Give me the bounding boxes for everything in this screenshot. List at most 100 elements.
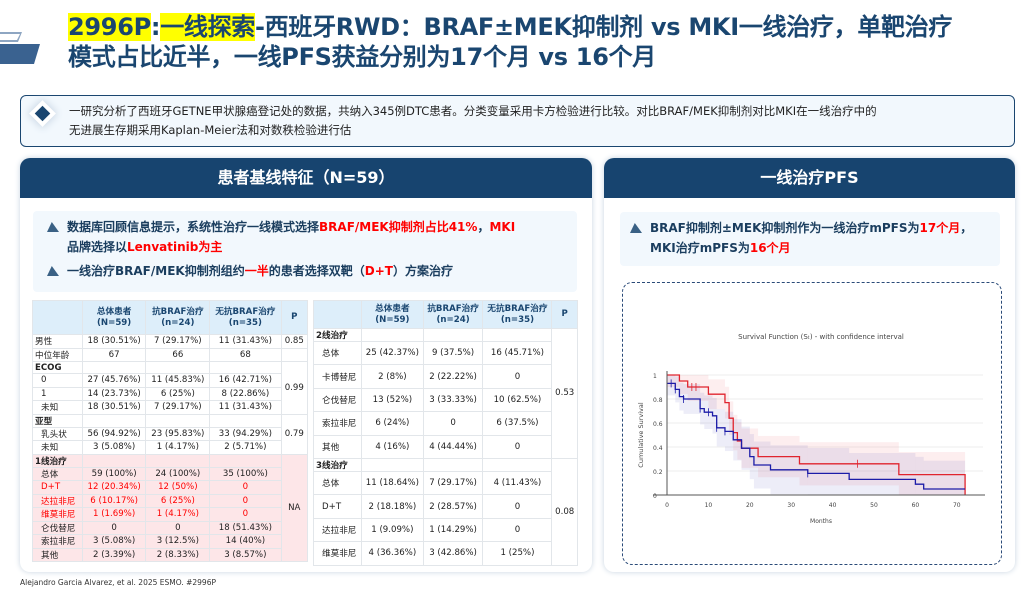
table-cell: 0 bbox=[32, 373, 83, 388]
table-cell: ECOG bbox=[32, 361, 83, 374]
bullet-text: 数据库回顾信息提示，系统性治疗一线模式选择BRAF/MEK抑制剂占比41%，MK… bbox=[67, 220, 516, 254]
bullet-text: BRAF抑制剂±MEK抑制剂作为一线治疗mPFS为17个月， MKI治疗mPFS为… bbox=[650, 221, 973, 255]
table-row: 3线治疗 0.08 bbox=[312, 457, 578, 566]
x-tick-label: 30 bbox=[787, 502, 795, 509]
table-row: 总体 59 (100%) 24 (100%) 35 (100%) bbox=[32, 466, 308, 481]
p-value: 0.99 bbox=[280, 361, 309, 415]
table-cell: 0 bbox=[422, 411, 484, 436]
table-row: 0 27 (45.76%) 11 (45.83%) 16 (42.71%) bbox=[32, 373, 308, 388]
table-cell: 11 (45.83%) bbox=[145, 373, 211, 388]
table-cell: 0 bbox=[209, 493, 282, 508]
table-cell: 6 (37.5%) bbox=[482, 411, 553, 436]
table-cell: 35 (100%) bbox=[209, 466, 282, 481]
table-cell: 2 (18.18%) bbox=[361, 494, 424, 519]
table-cell: 18 (30.51%) bbox=[81, 334, 147, 349]
column-header: P bbox=[280, 300, 309, 335]
table-cell bbox=[482, 457, 553, 472]
table-row: 总体 25 (42.37%) 9 (37.5%) 16 (45.71%) bbox=[312, 340, 578, 366]
table-cell: 4 (11.43%) bbox=[482, 470, 553, 496]
table-cell: 索拉非尼 bbox=[312, 411, 363, 436]
table-cell: 7 (29.17%) bbox=[145, 400, 211, 415]
p-value: 0.79 bbox=[280, 413, 309, 455]
bullet-text: 一线治疗BRAF/MEK抑制剂组约一半的患者选择双靶（D+T）方案治疗 bbox=[67, 264, 453, 278]
table-cell: 3线治疗 bbox=[312, 457, 363, 472]
table-cell: 乳头状 bbox=[32, 426, 83, 441]
table-cell: 总体 bbox=[32, 466, 83, 481]
table-cell: D+T bbox=[32, 480, 83, 495]
table-cell: 10 (62.5%) bbox=[482, 387, 553, 413]
table-cell: 11 (31.43%) bbox=[209, 334, 282, 349]
table-row: D+T 12 (20.34%) 12 (50%) 0 bbox=[32, 480, 308, 495]
table-cell: 6 (24%) bbox=[361, 411, 424, 436]
pfs-panel: 一线治疗PFS BRAF抑制剂±MEK抑制剂作为一线治疗mPFS为17个月， MK… bbox=[604, 158, 1015, 572]
table-cell: 0 bbox=[482, 364, 553, 389]
y-tick-label: 1 bbox=[653, 373, 657, 380]
table-cell: 维莫非尼 bbox=[312, 541, 363, 566]
table-cell bbox=[81, 453, 147, 468]
column-header: 总体患者 (N=59) bbox=[81, 300, 147, 335]
column-header: 无抗BRAF治疗 (n=35) bbox=[209, 300, 282, 335]
table-cell bbox=[280, 347, 309, 362]
table-cell: 59 (100%) bbox=[81, 466, 147, 481]
table-cell: 6 (10.17%) bbox=[81, 493, 147, 508]
table-row: 亚型 0.79 bbox=[32, 413, 309, 455]
confidence-band bbox=[915, 456, 924, 495]
table-cell: 18 (51.43%) bbox=[209, 520, 282, 535]
panel-header: 患者基线特征（N=59） bbox=[20, 158, 592, 198]
bullet-icon bbox=[47, 222, 59, 232]
table-cell: 0 bbox=[482, 517, 553, 543]
table-row: 男性 18 (30.51%) 7 (29.17%) 11 (31.43%) 0.85 bbox=[32, 334, 309, 349]
column-header bbox=[32, 300, 83, 335]
table-cell: 3 (33.33%) bbox=[422, 387, 484, 413]
baseline-table-1: 总体患者 (N=59) 抗BRAF治疗 (n=24) 无抗BRAF治疗 (n=35)… bbox=[32, 300, 309, 562]
table-cell: 仑伐替尼 bbox=[32, 520, 83, 535]
table-cell: 卡博替尼 bbox=[312, 364, 363, 389]
table-cell: 中位年龄 bbox=[32, 347, 83, 362]
table-cell: 16 (45.71%) bbox=[482, 340, 553, 366]
table-cell: 总体 bbox=[312, 470, 363, 496]
p-value: 0.85 bbox=[280, 334, 309, 349]
table-cell: 33 (94.29%) bbox=[209, 426, 282, 441]
intro-line: 无进展生存期采用Kaplan-Meier法和对数秩检验进行估 bbox=[69, 123, 352, 137]
table-row: 卡博替尼 2 (8%) 2 (22.22%) 0 bbox=[312, 364, 578, 389]
table-cell: 1线治疗 bbox=[32, 453, 83, 468]
table-cell: 达拉非尼 bbox=[312, 517, 363, 543]
table-cell: 0 bbox=[209, 507, 282, 522]
km-chart-frame: 0 0.2 0.4 0.6 0.8 1 0 10 20 30 40 50 60 70 Survival Fu… bbox=[622, 282, 1002, 565]
key-points: 数据库回顾信息提示，系统性治疗一线模式选择BRAF/MEK抑制剂占比41%，MK… bbox=[33, 211, 577, 292]
table-cell: 索拉非尼 bbox=[32, 534, 83, 549]
table-cell: 维莫非尼 bbox=[32, 507, 83, 522]
x-tick-label: 60 bbox=[912, 502, 920, 509]
table-row: 维莫非尼 1 (1.69%) 1 (4.17%) 0 bbox=[32, 507, 308, 522]
table-row: 维莫非尼 4 (36.36%) 3 (42.86%) 1 (25%) bbox=[312, 541, 578, 566]
table-row: 未知 3 (5.08%) 1 (4.17%) 2 (5.71%) bbox=[32, 440, 308, 455]
table-cell: 24 (100%) bbox=[145, 466, 211, 481]
table-cell: 7 (29.17%) bbox=[422, 470, 484, 496]
column-header: 总体患者 (N=59) bbox=[361, 300, 424, 329]
table-cell: D+T bbox=[312, 494, 363, 519]
y-axis-label: Cumulative Survival bbox=[637, 402, 645, 468]
table-row: 达拉非尼 1 (9.09%) 1 (14.29%) 0 bbox=[312, 517, 578, 543]
y-tick-label: 0.2 bbox=[653, 469, 663, 476]
table-cell: 27 (45.76%) bbox=[81, 373, 147, 388]
table-cell: 56 (94.92%) bbox=[81, 426, 147, 441]
table-row: 仑伐替尼 0 0 18 (51.43%) bbox=[32, 520, 308, 535]
pfs-key-point: BRAF抑制剂±MEK抑制剂作为一线治疗mPFS为17个月， MKI治疗mPFS为… bbox=[620, 212, 1000, 266]
table-cell bbox=[209, 361, 282, 374]
table-cell: 16 (42.71%) bbox=[209, 373, 282, 388]
intro-line: 一研究分析了西班牙GETNE甲状腺癌登记处的数据，共纳入345例DTC患者。分类… bbox=[69, 104, 877, 118]
x-tick-label: 10 bbox=[705, 502, 713, 509]
table-row: 其他 4 (16%) 4 (44.44%) 0 bbox=[312, 434, 578, 459]
bullet-icon bbox=[630, 223, 642, 233]
table-cell bbox=[81, 361, 147, 374]
table-cell: 3 (5.08%) bbox=[81, 534, 147, 549]
table-cell: 仑伐替尼 bbox=[312, 387, 363, 413]
table-cell: 2 (5.71%) bbox=[209, 440, 282, 455]
table-cell bbox=[209, 413, 282, 428]
table-cell: 1 (25%) bbox=[482, 541, 553, 566]
logo-icon bbox=[0, 32, 40, 64]
table-row: 1 14 (23.73%) 6 (25%) 8 (22.86%) bbox=[32, 386, 308, 401]
table-cell: 1 (4.17%) bbox=[145, 507, 211, 522]
column-header: 抗BRAF治疗 (n=24) bbox=[145, 300, 211, 335]
